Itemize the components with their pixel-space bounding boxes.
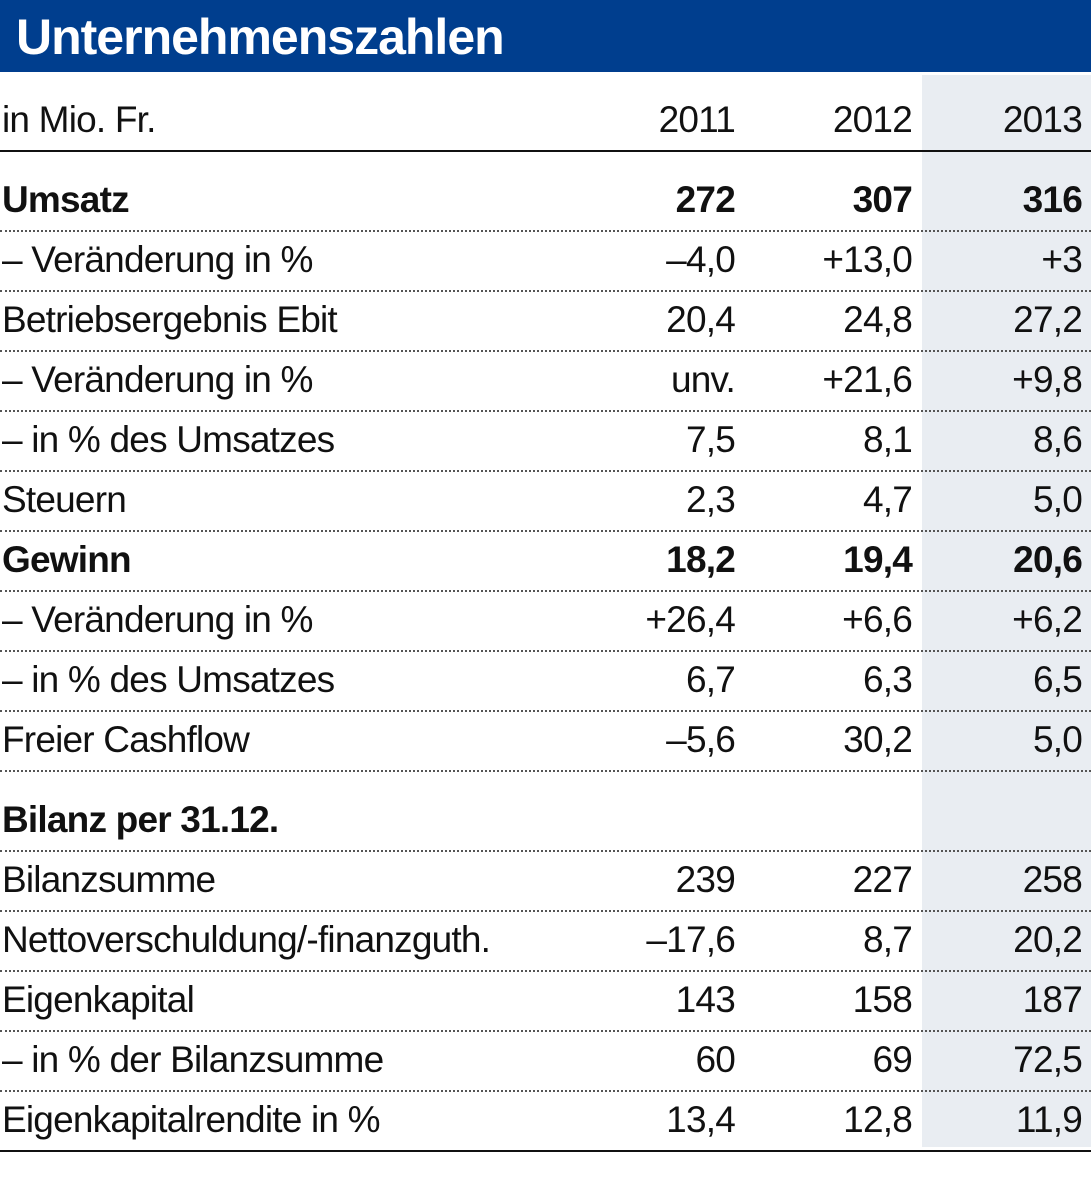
unit-label: in Mio. Fr. xyxy=(2,99,156,140)
value-cell: 4,7 xyxy=(862,479,913,520)
value-cell: 24,8 xyxy=(843,299,913,340)
value-cell: 20,4 xyxy=(666,299,736,340)
value-cell: 7,5 xyxy=(685,419,736,460)
column-header: 2013 xyxy=(1002,99,1083,140)
value-cell: 6,5 xyxy=(1032,659,1083,700)
column-highlight xyxy=(922,75,1091,1147)
value-cell: 72,5 xyxy=(1013,1039,1083,1080)
data-row: Eigenkapitalrendite in % 13,4 12,8 11,9 xyxy=(0,1090,1091,1152)
data-row: Betriebsergebnis Ebit 20,4 24,8 27,2 xyxy=(0,290,1091,352)
value-cell: +3 xyxy=(1041,239,1082,280)
value-cell: 158 xyxy=(852,979,913,1020)
row-label: Umsatz xyxy=(2,179,130,220)
value-cell: 272 xyxy=(675,179,736,220)
row-label: – Veränderung in % xyxy=(2,359,313,400)
column-header: 2011 xyxy=(658,99,736,140)
value-cell: 8,7 xyxy=(862,919,913,960)
data-row: Eigenkapital 143 158 187 xyxy=(0,970,1091,1032)
value-cell: 6,3 xyxy=(862,659,913,700)
value-cell: 6,7 xyxy=(685,659,736,700)
value-cell: +6,6 xyxy=(842,599,913,640)
value-cell: 18,2 xyxy=(666,539,736,580)
data-row: – in % des Umsatzes 7,5 8,1 8,6 xyxy=(0,410,1091,472)
data-row: Steuern 2,3 4,7 5,0 xyxy=(0,470,1091,532)
value-cell: –5,6 xyxy=(666,719,736,760)
value-cell: 8,1 xyxy=(862,419,913,460)
data-row: – Veränderung in % unv. +21,6 +9,8 xyxy=(0,350,1091,412)
value-cell: 5,0 xyxy=(1032,719,1083,760)
row-label: Gewinn xyxy=(2,539,132,580)
value-cell: 20,2 xyxy=(1013,919,1083,960)
title: Unternehmenszahlen xyxy=(16,9,505,65)
row-label: – in % der Bilanzsumme xyxy=(2,1039,384,1080)
value-cell: +6,2 xyxy=(1012,599,1083,640)
value-cell: 27,2 xyxy=(1013,299,1083,340)
data-row: Bilanzsumme 239 227 258 xyxy=(0,850,1091,912)
row-label: – in % des Umsatzes xyxy=(2,659,335,700)
data-row: – Veränderung in % +26,4 +6,6 +6,2 xyxy=(0,590,1091,652)
row-label: – Veränderung in % xyxy=(2,239,313,280)
value-cell: 307 xyxy=(852,179,913,220)
value-cell: 187 xyxy=(1022,979,1083,1020)
value-cell: 239 xyxy=(675,859,736,900)
column-header: 2012 xyxy=(832,99,913,140)
value-cell: +26,4 xyxy=(645,599,735,640)
row-label: Freier Cashflow xyxy=(2,719,250,760)
value-cell: 8,6 xyxy=(1032,419,1083,460)
value-cell: unv. xyxy=(671,359,736,400)
value-cell: 2,3 xyxy=(685,479,736,520)
value-cell: 143 xyxy=(675,979,736,1020)
value-cell: 69 xyxy=(872,1039,912,1080)
section-row: Bilanz per 31.12. xyxy=(0,790,1091,852)
value-cell: –17,6 xyxy=(646,919,735,960)
row-label: Nettoverschuldung/-finanzguth. xyxy=(2,919,491,960)
data-row: Umsatz 272 307 316 xyxy=(0,170,1091,232)
row-label: Bilanz per 31.12. xyxy=(2,799,279,840)
title-banner: Unternehmenszahlen xyxy=(0,0,1091,72)
data-row: Freier Cashflow –5,6 30,2 5,0 xyxy=(0,710,1091,772)
row-label: – in % des Umsatzes xyxy=(2,419,335,460)
value-cell: 20,6 xyxy=(1013,539,1083,580)
value-cell: 11,9 xyxy=(1015,1099,1083,1140)
value-cell: 316 xyxy=(1022,179,1083,220)
value-cell: 12,8 xyxy=(843,1099,913,1140)
row-label: Betriebsergebnis Ebit xyxy=(2,299,338,340)
value-cell: +9,8 xyxy=(1012,359,1083,400)
data-row: – in % des Umsatzes 6,7 6,3 6,5 xyxy=(0,650,1091,712)
data-row: – Veränderung in % –4,0 +13,0 +3 xyxy=(0,230,1091,292)
row-label: Eigenkapital xyxy=(2,979,195,1020)
value-cell: 19,4 xyxy=(843,539,913,580)
value-cell: –4,0 xyxy=(666,239,736,280)
value-cell: 30,2 xyxy=(843,719,913,760)
value-cell: +21,6 xyxy=(822,359,912,400)
value-cell: 258 xyxy=(1022,859,1083,900)
row-label: – Veränderung in % xyxy=(2,599,313,640)
value-cell: 5,0 xyxy=(1032,479,1083,520)
data-row: Gewinn 18,2 19,4 20,6 xyxy=(0,530,1091,592)
value-cell: 227 xyxy=(852,859,913,900)
row-label: Steuern xyxy=(2,479,127,520)
data-row: Nettoverschuldung/-finanzguth. –17,6 8,7 20… xyxy=(0,910,1091,972)
header-row: in Mio. Fr. 2011 2012 2013 xyxy=(0,90,1091,152)
row-label: Eigenkapitalrendite in % xyxy=(2,1099,381,1140)
value-cell: 13,4 xyxy=(666,1099,736,1140)
row-label: Bilanzsumme xyxy=(2,859,216,900)
data-row: – in % der Bilanzsumme 60 69 72,5 xyxy=(0,1030,1091,1092)
value-cell: 60 xyxy=(695,1039,735,1080)
value-cell: +13,0 xyxy=(822,239,912,280)
